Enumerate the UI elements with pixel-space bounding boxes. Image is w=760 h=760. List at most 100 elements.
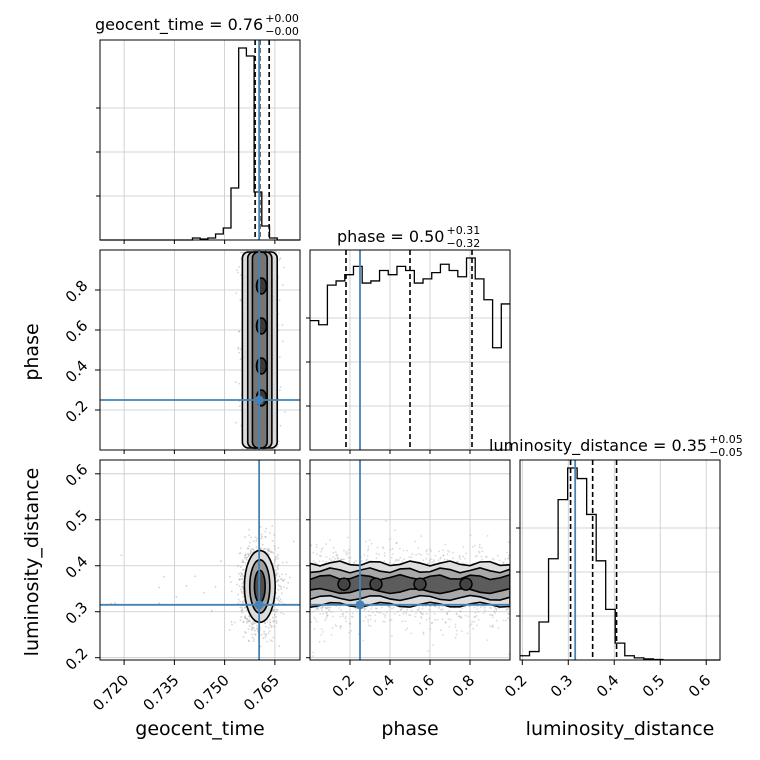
sample-point	[251, 622, 254, 625]
sample-point	[462, 545, 465, 548]
sample-point	[419, 610, 422, 613]
sample-point	[280, 577, 283, 580]
sample-point	[336, 553, 338, 556]
sample-point	[401, 560, 404, 563]
sample-point	[245, 556, 247, 559]
sample-point	[271, 525, 274, 528]
density-peak	[255, 357, 268, 375]
sample-point	[471, 546, 474, 548]
sample-point	[265, 625, 267, 628]
sample-point	[210, 610, 213, 612]
panel-frame-ld-hist	[519, 459, 721, 661]
sample-point	[429, 605, 432, 608]
sample-point	[478, 551, 481, 554]
sample-point	[237, 271, 240, 274]
sample-point	[114, 602, 117, 605]
sample-point	[282, 579, 284, 582]
sample-point	[402, 549, 405, 552]
sample-point	[347, 536, 349, 539]
sample-point	[277, 579, 280, 581]
sample-point	[334, 551, 337, 553]
sample-point	[420, 553, 422, 556]
sample-point	[431, 621, 434, 624]
sample-point	[473, 544, 476, 547]
sample-point	[481, 558, 484, 561]
sample-point	[275, 250, 278, 253]
sample-point	[336, 555, 339, 558]
sample-point	[279, 386, 282, 388]
sample-point	[425, 548, 428, 551]
sample-point	[264, 622, 267, 625]
sample-point	[239, 566, 242, 568]
sample-point	[339, 558, 342, 561]
sample-point	[326, 614, 329, 617]
sample-point	[439, 629, 442, 631]
sample-point	[248, 545, 251, 548]
sample-point	[409, 614, 412, 617]
sample-point	[390, 556, 393, 559]
sample-point	[477, 618, 480, 621]
sample-point	[241, 582, 244, 585]
sample-point	[454, 626, 457, 629]
sample-point	[310, 621, 313, 624]
sample-point	[426, 562, 429, 565]
sample-point	[321, 609, 323, 612]
sample-point	[506, 617, 509, 619]
sample-point	[239, 348, 242, 351]
sample-point	[241, 561, 244, 564]
sample-point	[344, 617, 347, 620]
sample-point	[272, 636, 275, 639]
title-minus: −0.00	[265, 25, 299, 38]
panel-frame-phase-vs-geocent	[99, 249, 301, 451]
sample-point	[312, 651, 315, 654]
sample-point	[321, 605, 324, 608]
sample-point	[382, 547, 385, 550]
sample-point	[285, 587, 288, 590]
sample-point	[326, 606, 329, 609]
sample-point	[244, 615, 247, 617]
sample-point	[253, 633, 256, 636]
y-tick-label: 0.8	[62, 277, 92, 307]
sample-point	[507, 557, 510, 559]
sample-point	[240, 590, 243, 593]
panel-frame-ld-vs-geocent	[99, 459, 301, 661]
sample-point	[252, 620, 255, 623]
sample-point	[253, 627, 255, 630]
sample-point	[271, 539, 274, 542]
sample-point	[494, 606, 497, 609]
x-tick-label: 0.5	[639, 671, 669, 701]
sample-point	[250, 626, 253, 629]
sample-point	[438, 605, 441, 608]
sample-point	[312, 560, 315, 562]
sample-point	[240, 607, 243, 609]
panel-title: geocent_time = 0.76	[95, 15, 263, 35]
sample-point	[405, 612, 408, 615]
sample-point	[444, 621, 447, 624]
sample-point	[273, 625, 276, 628]
sample-point	[274, 556, 277, 559]
sample-point	[375, 552, 378, 555]
y-tick-label: 0.6	[62, 460, 92, 490]
sample-point	[279, 257, 282, 260]
sample-point	[401, 620, 404, 623]
sample-point	[274, 548, 277, 550]
sample-point	[434, 619, 437, 621]
sample-point	[481, 605, 484, 608]
sample-point	[429, 559, 431, 562]
y-axis-label: luminosity_distance	[21, 468, 43, 657]
sample-point	[430, 622, 433, 624]
sample-point	[355, 608, 357, 610]
sample-point	[404, 629, 407, 631]
sample-point	[268, 630, 271, 633]
sample-point	[468, 624, 471, 627]
geocent-histogram	[100, 47, 300, 241]
sample-point	[504, 619, 507, 622]
sample-point	[320, 550, 323, 553]
sample-point	[489, 606, 491, 609]
sample-point	[278, 585, 281, 588]
sample-point	[382, 612, 385, 615]
sample-point	[266, 620, 269, 623]
sample-point	[419, 622, 421, 625]
sample-point	[343, 549, 345, 552]
sample-point	[241, 578, 244, 580]
